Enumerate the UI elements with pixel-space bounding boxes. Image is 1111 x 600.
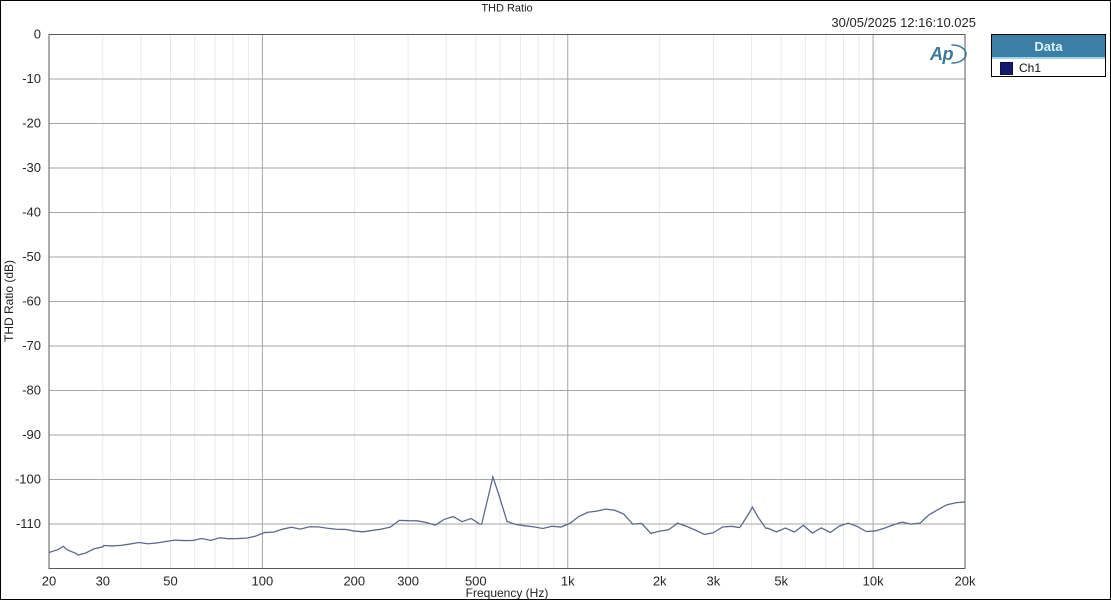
svg-text:-10: -10 — [22, 71, 41, 86]
svg-text:-30: -30 — [22, 160, 41, 175]
svg-text:-90: -90 — [22, 427, 41, 442]
svg-text:300: 300 — [397, 574, 419, 589]
svg-text:-40: -40 — [22, 205, 41, 220]
svg-text:Ap: Ap — [929, 44, 953, 64]
svg-text:-70: -70 — [22, 338, 41, 353]
svg-text:THD Ratio (dB): THD Ratio (dB) — [2, 260, 16, 342]
svg-text:-20: -20 — [22, 116, 41, 131]
svg-text:5k: 5k — [774, 574, 788, 589]
svg-text:100: 100 — [252, 574, 274, 589]
svg-text:3k: 3k — [707, 574, 721, 589]
svg-text:10k: 10k — [863, 574, 884, 589]
svg-text:-110: -110 — [16, 516, 41, 531]
svg-text:30: 30 — [96, 574, 110, 589]
svg-text:0: 0 — [34, 27, 41, 42]
svg-text:30/05/2025 12:16:10.025: 30/05/2025 12:16:10.025 — [831, 15, 976, 30]
svg-text:20: 20 — [42, 574, 56, 589]
svg-text:1k: 1k — [561, 574, 575, 589]
svg-text:-50: -50 — [22, 249, 41, 264]
svg-text:-60: -60 — [22, 294, 41, 309]
svg-text:THD Ratio: THD Ratio — [481, 3, 532, 15]
svg-text:50: 50 — [163, 574, 177, 589]
svg-text:2k: 2k — [653, 574, 667, 589]
svg-text:-80: -80 — [22, 383, 41, 398]
svg-text:20k: 20k — [955, 574, 976, 589]
svg-text:-100: -100 — [15, 472, 41, 487]
svg-text:Frequency (Hz): Frequency (Hz) — [466, 586, 549, 600]
svg-text:200: 200 — [343, 574, 365, 589]
